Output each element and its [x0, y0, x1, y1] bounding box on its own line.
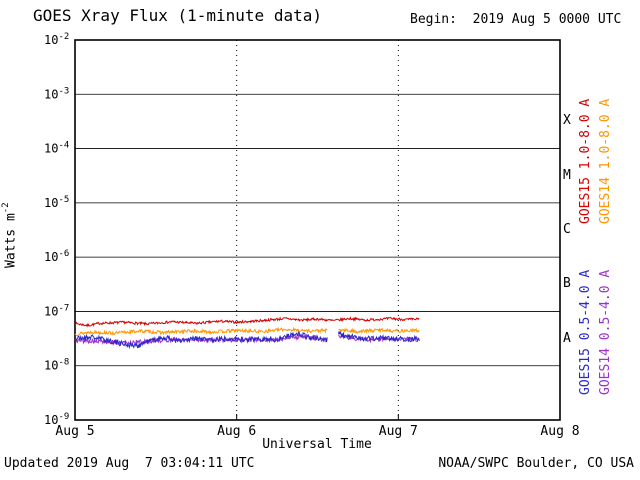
y-tick-label: 10-9 — [44, 412, 69, 427]
plot-border — [74, 39, 561, 421]
series-goes14-long — [338, 327, 420, 335]
legend-goes15-short: GOES15 0.5-4.0 A — [578, 269, 593, 396]
flare-class-a: A — [563, 331, 571, 346]
begin-timestamp: Begin: 2019 Aug 5 0000 UTC — [410, 12, 622, 27]
flare-class-c: C — [563, 222, 571, 237]
y-tick-label: 10-7 — [44, 303, 69, 318]
flare-class-b: B — [563, 276, 571, 291]
y-tick-label: 10-3 — [44, 86, 69, 101]
legend-goes14-long: GOES14 1.0-8.0 A — [598, 98, 613, 224]
y-axis-label: Watts m-2 — [1, 160, 18, 310]
x-tick-label: Aug 7 — [379, 424, 418, 439]
y-axis-label-base: Watts m — [3, 213, 19, 268]
series-goes14-short — [338, 334, 420, 344]
y-tick-label: 10-6 — [44, 249, 69, 264]
flare-class-x: X — [563, 113, 571, 128]
footer-updated: Updated 2019 Aug 7 03:04:11 UTC — [4, 456, 255, 471]
footer-credit: NOAA/SWPC Boulder, CO USA — [438, 456, 634, 471]
series-goes15-long — [75, 316, 420, 328]
flare-class-m: M — [563, 168, 571, 183]
y-tick-label: 10-2 — [44, 32, 69, 47]
x-tick-label: Aug 5 — [55, 424, 94, 439]
y-tick-label: 10-5 — [44, 195, 69, 210]
y-tick-label: 10-4 — [44, 141, 69, 156]
chart-title: GOES Xray Flux (1-minute data) — [33, 6, 322, 25]
series-goes15-short — [74, 329, 328, 350]
y-axis-label-exponent: -2 — [1, 202, 11, 214]
legend-goes14-short: GOES14 0.5-4.0 A — [598, 269, 613, 396]
legend-goes15-long: GOES15 1.0-8.0 A — [578, 98, 593, 224]
x-axis-label: Universal Time — [262, 437, 372, 452]
x-tick-label: Aug 6 — [217, 424, 256, 439]
x-tick-label: Aug 8 — [540, 424, 579, 439]
series-goes14-long — [74, 326, 328, 337]
series-goes15-short — [338, 331, 420, 343]
y-tick-label: 10-8 — [44, 358, 69, 373]
